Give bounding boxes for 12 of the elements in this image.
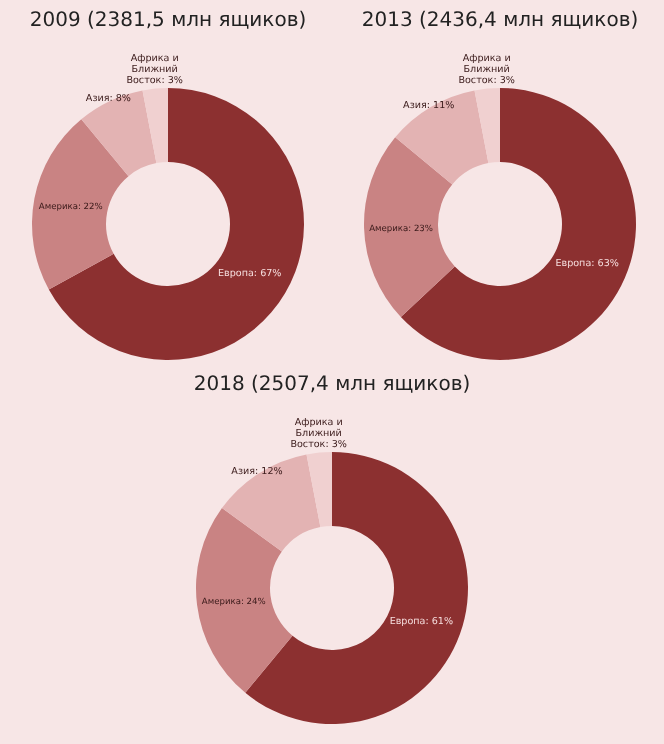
chart-title: 2018 (2507,4 млн ящиков) [193, 374, 471, 396]
donut-slice [81, 90, 157, 177]
donut-slice [196, 508, 293, 693]
donut-slice [221, 454, 321, 552]
donut-slice [32, 119, 129, 290]
donut-slice [474, 88, 500, 164]
donut-slice [142, 88, 168, 164]
donut-slice [306, 452, 332, 528]
donut-slice [395, 90, 489, 185]
chart-title: 2013 (2436,4 млн ящиков) [361, 10, 639, 32]
donut-slice [364, 137, 455, 318]
chart-title: 2009 (2381,5 млн ящиков) [29, 10, 307, 32]
